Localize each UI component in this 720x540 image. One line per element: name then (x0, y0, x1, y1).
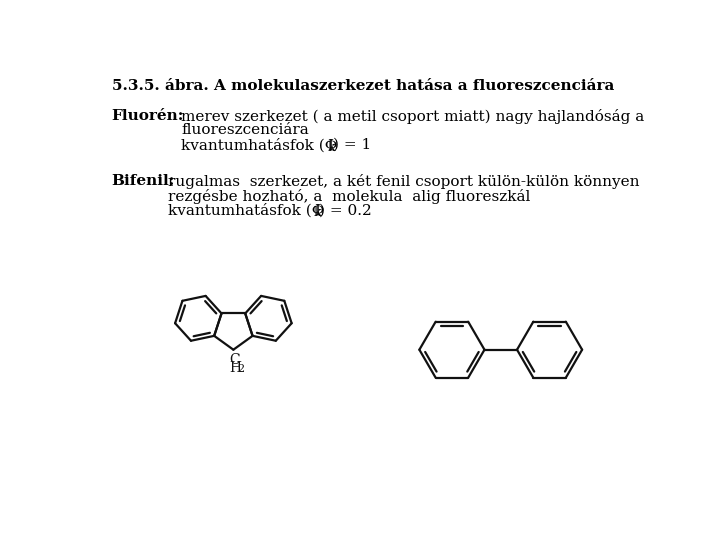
Text: Fluorén:: Fluorén: (112, 109, 184, 123)
Text: ) = 0.2: ) = 0.2 (320, 204, 372, 218)
Text: rezgésbe hozható, a  molekula  alig fluoreszkál: rezgésbe hozható, a molekula alig fluore… (168, 189, 530, 204)
Text: C: C (230, 353, 240, 367)
Text: 2: 2 (237, 364, 244, 374)
Text: k: k (327, 141, 335, 154)
Text: kvantumhatásfok (Φ: kvantumhatásfok (Φ (181, 138, 338, 152)
Text: H: H (229, 361, 241, 375)
Text: 5.3.5. ábra. A molekulaszerkezet hatása a fluoreszcenciára: 5.3.5. ábra. A molekulaszerkezet hatása … (112, 79, 614, 93)
Text: merev szerkezet ( a metil csoport miatt) nagy hajlandóság a: merev szerkezet ( a metil csoport miatt)… (181, 109, 644, 124)
Text: ) = 1: ) = 1 (333, 138, 372, 152)
Text: rugalmas  szerkezet, a két fenil csoport külön-külön könnyen: rugalmas szerkezet, a két fenil csoport … (168, 174, 639, 189)
Text: fluoreszcenciára: fluoreszcenciára (181, 123, 309, 137)
Text: Bifenil:: Bifenil: (112, 174, 175, 188)
Text: kvantumhatásfok (Φ: kvantumhatásfok (Φ (168, 204, 324, 218)
Text: k: k (313, 206, 321, 219)
